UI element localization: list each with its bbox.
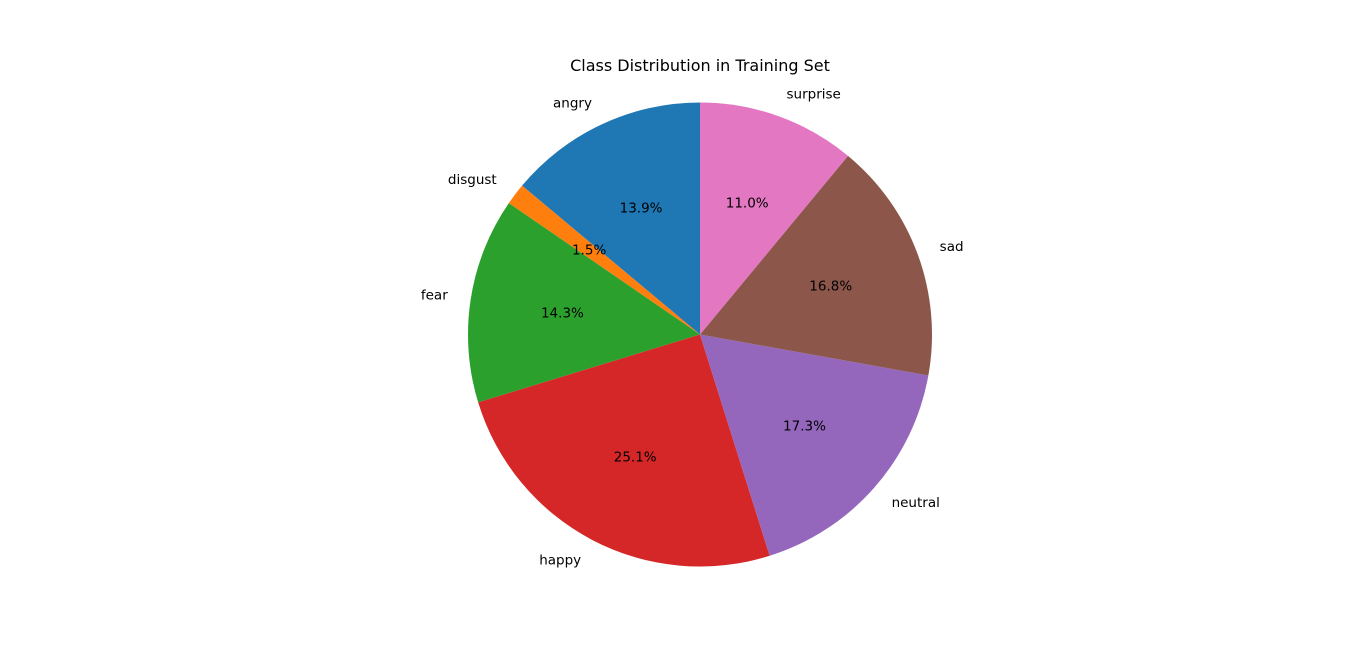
pie-slice-happy xyxy=(478,334,770,567)
percent-label-fear: 14.3% xyxy=(541,305,584,321)
percent-label-angry: 13.9% xyxy=(620,200,663,216)
percent-label-sad: 16.8% xyxy=(809,279,852,295)
slice-label-disgust: disgust xyxy=(448,172,497,188)
slice-label-happy: happy xyxy=(539,552,581,568)
percent-label-surprise: 11.0% xyxy=(726,196,769,212)
percent-label-neutral: 17.3% xyxy=(783,418,826,434)
slice-labels: angry disgust fear happy neutral sad surprise xyxy=(421,86,964,568)
slice-label-surprise: surprise xyxy=(787,86,841,102)
pie-slice-angry xyxy=(522,102,700,335)
chart-title: Class Distribution in Training Set xyxy=(570,56,830,75)
percent-labels: 13.9% 1.5% 14.3% 25.1% 17.3% 16.8% 11.0% xyxy=(541,196,852,466)
pie-slice-sad xyxy=(700,155,932,376)
pie-slice-fear xyxy=(468,203,700,403)
pie-slice-surprise xyxy=(700,102,849,335)
pie-slices xyxy=(468,102,932,567)
slice-label-fear: fear xyxy=(421,288,448,304)
slice-label-sad: sad xyxy=(940,239,964,255)
pie-slice-disgust xyxy=(508,185,700,335)
percent-label-happy: 25.1% xyxy=(614,450,657,466)
pie-slice-neutral xyxy=(700,334,929,556)
slice-label-angry: angry xyxy=(553,95,592,111)
slice-label-neutral: neutral xyxy=(892,495,940,511)
percent-label-disgust: 1.5% xyxy=(572,242,606,258)
